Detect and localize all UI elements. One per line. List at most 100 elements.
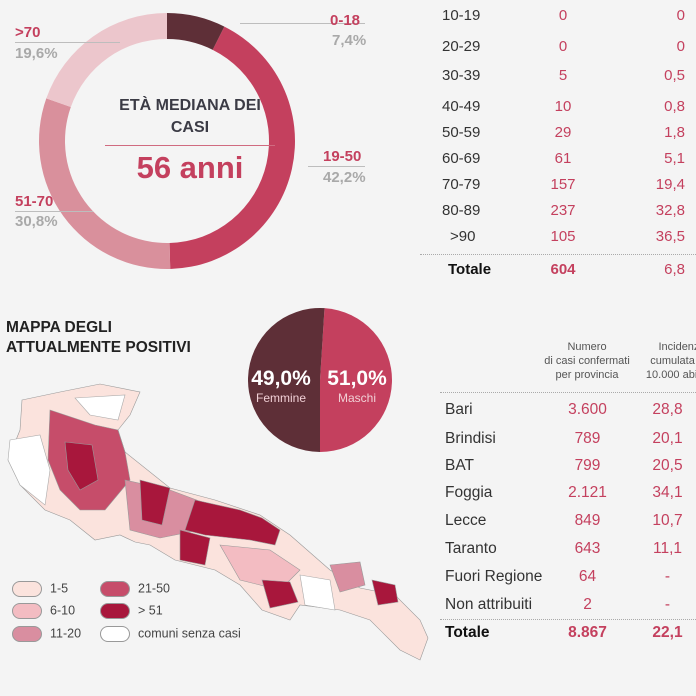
legend-label: 11-20 xyxy=(50,626,82,641)
legend-label: > 51 xyxy=(138,603,163,618)
header-line: per provincia xyxy=(555,369,619,381)
cases-value: 237 xyxy=(550,202,576,219)
header-rate: Incidenza cumulata per 10.000 abitanti xyxy=(645,341,696,381)
age-range: 60-69 xyxy=(442,150,481,167)
table-row: Foggia 2.121 34,1 xyxy=(420,484,696,506)
guide-line xyxy=(15,211,93,212)
province-name: Lecce xyxy=(445,512,487,529)
guide-line xyxy=(240,23,365,24)
rate-value: 36,5 xyxy=(655,228,685,245)
table-row: Fuori Regione 64 - xyxy=(420,568,696,590)
pct-19-50: 42,2% xyxy=(323,169,366,186)
map-region-51plus xyxy=(371,579,399,606)
pie-pct: 51,0% xyxy=(327,367,387,390)
rate-value: 5,1 xyxy=(664,150,685,167)
table-row: 80-89 237 32,8 xyxy=(420,202,696,224)
legend-item-21-50: 21-50 xyxy=(100,581,170,597)
age-range: 80-89 xyxy=(442,202,481,219)
total-label: Totale xyxy=(448,261,492,278)
cases-value: 10 xyxy=(554,98,572,115)
table-row: 50-59 29 1,8 xyxy=(420,124,696,146)
legend-label: 21-50 xyxy=(138,581,170,596)
table-row: 70-79 157 19,4 xyxy=(420,176,696,198)
rate-value: 32,8 xyxy=(655,202,685,219)
rate-value: 0 xyxy=(676,38,685,55)
guide-line xyxy=(15,42,120,43)
rate-value: 28,8 xyxy=(652,401,683,418)
cases-value: 0 xyxy=(558,38,568,55)
total-rate: 22,1 xyxy=(652,624,683,641)
cases-value: 29 xyxy=(554,124,572,141)
cases-value: 105 xyxy=(550,228,576,245)
table-row: >90 105 36,5 xyxy=(420,228,696,250)
province-name: Fuori Regione xyxy=(445,568,543,585)
pie-label-femmine: 49,0% Femmine xyxy=(244,367,318,405)
rate-value: 20,5 xyxy=(652,457,683,474)
rate-value: 0,5 xyxy=(664,67,685,84)
map-region-51plus xyxy=(179,529,211,566)
map-region-51plus xyxy=(261,579,299,609)
age-range: 20-29 xyxy=(442,38,481,55)
table-row: Taranto 643 11,1 xyxy=(420,540,696,562)
total-cases: 604 xyxy=(550,261,576,278)
cases-value: 64 xyxy=(578,568,597,585)
slice-femmine xyxy=(320,308,392,452)
legend-item-no-cases: comuni senza casi xyxy=(100,626,241,642)
map-region-empty xyxy=(7,434,51,506)
label-0-18: 0-18 xyxy=(330,12,361,29)
rate-value: 0 xyxy=(676,7,685,24)
rate-value: 10,7 xyxy=(652,512,683,529)
map-region-51plus xyxy=(64,441,99,491)
pct-over-70: 19,6% xyxy=(15,45,58,62)
total-rate: 6,8 xyxy=(664,261,685,278)
rate-value: 20,1 xyxy=(652,430,683,447)
total-cases: 8.867 xyxy=(568,624,607,641)
slice-19-50 xyxy=(169,26,295,269)
province-name: Non attribuiti xyxy=(445,596,533,613)
age-range: 30-39 xyxy=(442,67,481,84)
pct-51-70: 30,8% xyxy=(15,213,58,230)
divider xyxy=(105,145,275,146)
slice--70 xyxy=(46,13,167,108)
map-region-empty xyxy=(299,574,336,611)
label-51-70: 51-70 xyxy=(15,193,54,210)
header-line: Numero xyxy=(567,341,607,353)
divider xyxy=(420,254,696,255)
legend-item-6-10: 6-10 xyxy=(12,603,75,619)
age-range: 40-49 xyxy=(442,98,481,115)
legend-label: 6-10 xyxy=(50,603,76,618)
legend-item-over-51: > 51 xyxy=(100,603,163,619)
cases-value: 789 xyxy=(574,430,601,447)
rate-value: - xyxy=(664,596,671,613)
rate-value: 34,1 xyxy=(652,484,683,501)
pie-label-maschi: 51,0% Maschi xyxy=(320,367,394,405)
cases-value: 2.121 xyxy=(568,484,607,501)
age-range: 10-19 xyxy=(442,7,481,24)
donut-title: ETÀ MEDIANA DEI CASI xyxy=(119,97,261,136)
cases-value: 5 xyxy=(558,67,568,84)
map-title-line: MAPPA DEGLI xyxy=(6,319,112,336)
age-donut-chart xyxy=(39,13,295,269)
map-title: MAPPA DEGLI ATTUALMENTE POSITIVI xyxy=(6,318,191,358)
province-name: Brindisi xyxy=(445,430,496,447)
total-row: Totale 604 6,8 xyxy=(420,261,696,283)
age-range: 70-79 xyxy=(442,176,481,193)
age-range: 50-59 xyxy=(442,124,481,141)
map-title-line: ATTUALMENTE POSITIVI xyxy=(6,339,191,356)
puglia-map xyxy=(7,383,429,661)
cases-value: 2 xyxy=(583,596,592,613)
slice-maschi xyxy=(247,308,325,452)
table-row: Brindisi 789 20,1 xyxy=(420,430,696,452)
legend-item-11-20: 11-20 xyxy=(12,626,81,642)
rate-value: 11,1 xyxy=(652,540,683,557)
total-row: Totale 8.867 22,1 xyxy=(420,624,696,646)
pct-0-18: 7,4% xyxy=(332,32,367,49)
rate-value: 0,8 xyxy=(664,98,685,115)
divider xyxy=(440,619,696,620)
map-region-empty xyxy=(74,394,126,421)
table-row: Lecce 849 10,7 xyxy=(420,512,696,534)
slice-0-18 xyxy=(167,13,225,50)
table-row: BAT 799 20,5 xyxy=(420,457,696,479)
rate-value: 1,8 xyxy=(664,124,685,141)
province-name: BAT xyxy=(445,457,474,474)
